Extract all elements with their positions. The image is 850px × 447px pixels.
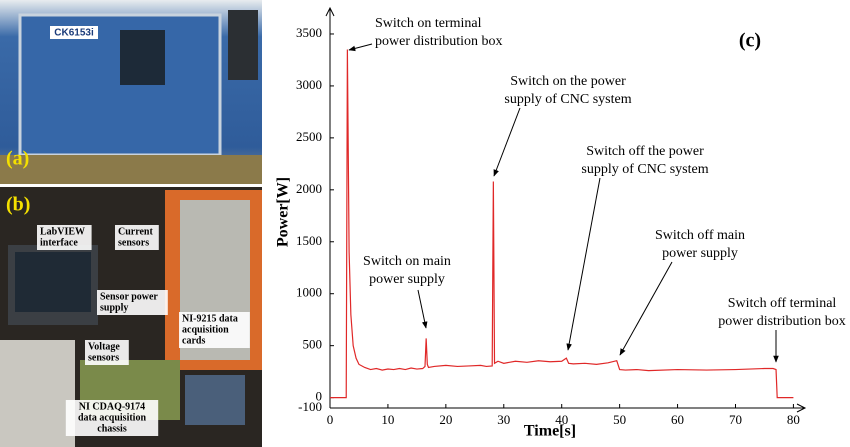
y-tick-label: 2000	[296, 181, 322, 196]
callout-text: chassis	[97, 423, 127, 434]
callout-text: data acquisition	[78, 412, 147, 423]
callout-box	[65, 400, 159, 436]
annotation: Switch off the power	[586, 144, 704, 159]
brand: CK6153i	[54, 28, 94, 39]
callout-text: LabVIEW	[40, 226, 85, 237]
annotation: Switch on the power	[510, 74, 626, 89]
callout-text: Current	[118, 226, 153, 237]
annotation: Switch off main	[655, 228, 745, 243]
callout-box	[37, 225, 92, 250]
x-axis-label: Time[s]	[524, 423, 576, 440]
annotation: power supply	[662, 246, 738, 261]
y-tick-label: -100	[298, 399, 322, 414]
annotation-arrow	[417, 289, 428, 329]
x-tick-label: 30	[497, 412, 510, 427]
callout-text: sensors	[118, 237, 149, 248]
x-tick-label: 40	[555, 412, 568, 427]
annotation: supply of CNC system	[504, 92, 631, 107]
callout-box	[85, 340, 129, 365]
callout-box	[115, 225, 159, 250]
annotation: Switch off terminal	[728, 296, 837, 311]
x-axis-arrow	[796, 403, 807, 413]
annotation: Switch on main	[363, 254, 451, 269]
callout-text: Sensor power	[100, 291, 158, 302]
chart-title: (c)	[739, 30, 761, 52]
y-tick-label: 2500	[296, 129, 322, 144]
y-tick-label: 500	[303, 337, 323, 352]
panel-label: (b)	[6, 194, 30, 216]
y-tick-label: 3000	[296, 77, 322, 92]
annotation: power distribution box	[375, 34, 503, 49]
callout-text: acquisition	[182, 324, 229, 335]
annotation: power distribution box	[718, 314, 846, 329]
callout-text: sensors	[88, 352, 119, 363]
callout-box	[179, 312, 250, 348]
x-tick-label: 0	[327, 412, 334, 427]
x-tick-label: 50	[613, 412, 626, 427]
x-tick-label: 60	[671, 412, 684, 427]
x-tick-label: 20	[439, 412, 452, 427]
callout-text: Voltage	[88, 341, 120, 352]
callout-text: cards	[182, 335, 205, 346]
annotation-arrow	[348, 43, 373, 52]
callout-text: interface	[40, 237, 78, 248]
x-tick-label: 80	[787, 412, 800, 427]
panel-label: (a)	[6, 148, 29, 170]
x-tick-label: 70	[729, 412, 742, 427]
y-tick-label: 1000	[296, 285, 322, 300]
callout-text: supply	[100, 302, 128, 313]
y-tick-label: 3500	[296, 25, 322, 40]
power-line	[330, 49, 794, 399]
annotation: power supply	[369, 272, 445, 287]
annotation: Switch on terminal	[375, 16, 482, 31]
y-tick-label: 1500	[296, 233, 322, 248]
y-tick-label: 0	[316, 389, 323, 404]
annotation-arrow	[566, 177, 601, 351]
annotation: supply of CNC system	[581, 162, 708, 177]
annotation-arrow	[493, 107, 521, 177]
callout-text: NI-9215 data	[182, 313, 238, 324]
annotation-arrow	[619, 261, 673, 356]
y-axis-arrow	[325, 6, 335, 17]
photo-a: CK6153i (a)	[0, 0, 262, 184]
x-tick-label: 10	[381, 412, 394, 427]
callout-box	[97, 290, 168, 315]
y-axis-label: Power[W]	[275, 177, 292, 247]
callout-text: NI CDAQ-9174	[79, 401, 145, 412]
